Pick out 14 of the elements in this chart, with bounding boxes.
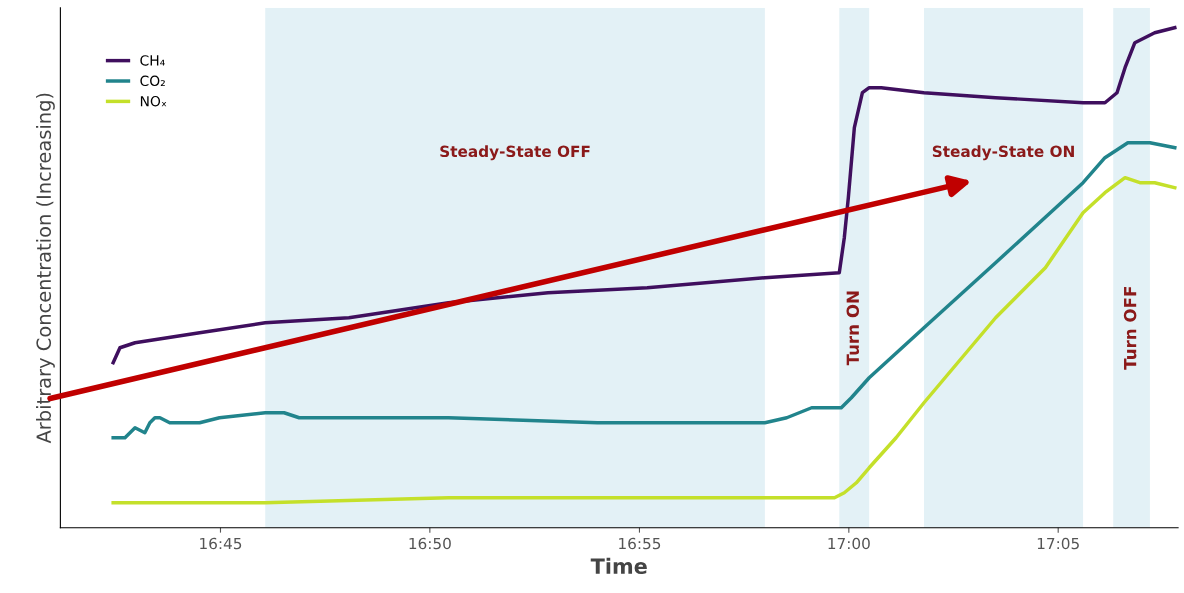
x-axis-title: Time — [590, 557, 647, 574]
band-label: Turn OFF — [1123, 287, 1137, 370]
legend-label: CO₂ — [140, 75, 165, 87]
band-label: Steady-State ON — [932, 145, 1074, 161]
x-tick-label: 17:05 — [1037, 537, 1079, 550]
band-label: Turn ON — [846, 291, 860, 366]
band-label: Steady-State OFF — [440, 145, 590, 161]
x-tick-label: 16:50 — [409, 537, 451, 550]
x-tick-label: 16:45 — [200, 537, 242, 550]
x-tick-label: 16:55 — [619, 537, 661, 550]
legend-label: CH₄ — [140, 55, 165, 66]
x-tick-label: 17:00 — [828, 537, 870, 550]
y-axis-title: Arbitrary Concentration (Increasing) — [36, 93, 55, 444]
legend-label: NOₓ — [140, 95, 167, 107]
